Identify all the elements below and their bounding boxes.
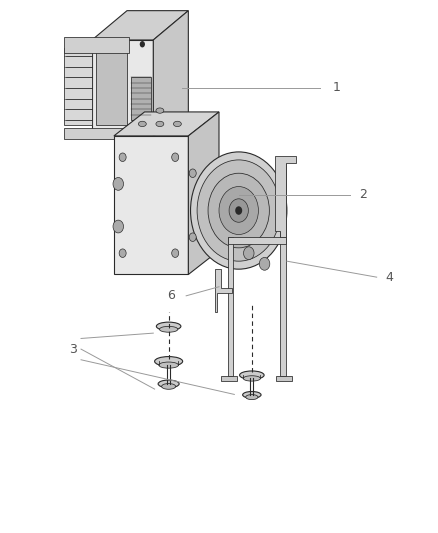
- Ellipse shape: [138, 122, 146, 127]
- Text: 4: 4: [385, 271, 393, 284]
- Circle shape: [119, 153, 126, 161]
- Ellipse shape: [240, 371, 264, 379]
- Polygon shape: [92, 40, 153, 136]
- Ellipse shape: [156, 322, 181, 330]
- Circle shape: [189, 233, 196, 241]
- Text: 2: 2: [359, 188, 367, 201]
- Polygon shape: [131, 77, 151, 120]
- Polygon shape: [276, 376, 292, 381]
- Ellipse shape: [243, 376, 261, 381]
- Polygon shape: [280, 163, 286, 376]
- Circle shape: [172, 153, 179, 161]
- Circle shape: [197, 160, 280, 261]
- Text: 3: 3: [69, 343, 77, 356]
- Ellipse shape: [158, 380, 179, 387]
- Circle shape: [244, 247, 254, 260]
- Circle shape: [113, 177, 124, 190]
- Circle shape: [208, 173, 269, 248]
- Ellipse shape: [173, 122, 181, 127]
- Polygon shape: [64, 128, 129, 139]
- Ellipse shape: [155, 357, 183, 366]
- Circle shape: [229, 199, 248, 222]
- Polygon shape: [221, 376, 237, 381]
- Polygon shape: [275, 156, 296, 237]
- Circle shape: [189, 169, 196, 177]
- Ellipse shape: [159, 362, 178, 368]
- Polygon shape: [114, 112, 219, 136]
- Text: 1: 1: [333, 82, 341, 94]
- Circle shape: [172, 249, 179, 257]
- Circle shape: [113, 220, 124, 233]
- Polygon shape: [153, 11, 188, 136]
- Ellipse shape: [162, 384, 176, 389]
- Circle shape: [119, 249, 126, 257]
- Ellipse shape: [156, 122, 164, 127]
- Polygon shape: [96, 48, 127, 125]
- Circle shape: [191, 152, 287, 269]
- Circle shape: [140, 125, 145, 131]
- Polygon shape: [92, 11, 188, 40]
- Ellipse shape: [156, 108, 164, 114]
- Circle shape: [219, 187, 258, 235]
- Polygon shape: [64, 37, 129, 53]
- Ellipse shape: [243, 392, 261, 398]
- Polygon shape: [215, 269, 232, 312]
- Polygon shape: [64, 48, 92, 125]
- Polygon shape: [228, 237, 233, 376]
- Text: 6: 6: [167, 289, 175, 302]
- Polygon shape: [188, 112, 219, 274]
- Circle shape: [259, 257, 270, 270]
- Ellipse shape: [246, 394, 258, 400]
- Polygon shape: [114, 136, 188, 274]
- Polygon shape: [228, 237, 286, 244]
- Circle shape: [140, 41, 145, 47]
- Circle shape: [235, 206, 242, 215]
- Ellipse shape: [159, 326, 178, 332]
